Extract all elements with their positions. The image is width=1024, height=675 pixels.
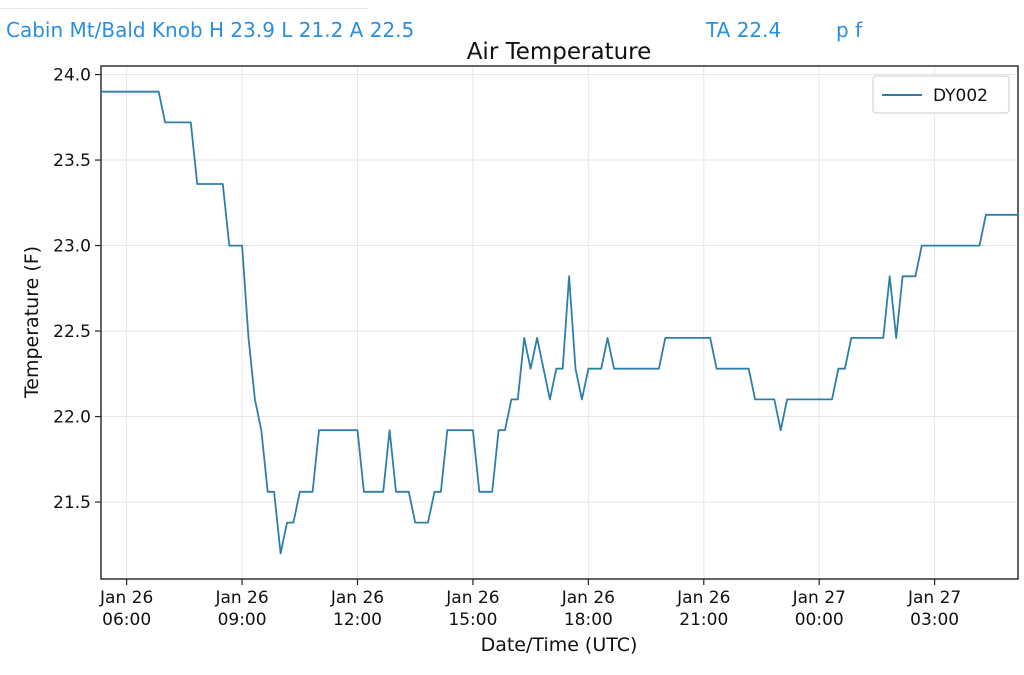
station-summary: Cabin Mt/Bald Knob H 23.9 L 21.2 A 22.5 bbox=[6, 18, 415, 42]
y-axis-title: Temperature (F) bbox=[21, 246, 43, 399]
legend-box bbox=[872, 75, 1010, 114]
x-tick-time: 00:00 bbox=[795, 610, 844, 630]
x-tick-date: Jan 27 bbox=[792, 588, 846, 608]
series-layer bbox=[101, 90, 1018, 555]
x-tick-date: Jan 26 bbox=[676, 588, 730, 608]
x-tick-date: Jan 27 bbox=[907, 588, 961, 608]
x-tick-date: Jan 26 bbox=[561, 588, 615, 608]
x-tick-date: Jan 26 bbox=[99, 588, 153, 608]
units-toggle[interactable]: p f bbox=[836, 18, 863, 42]
y-tick-label: 23.5 bbox=[53, 151, 91, 171]
chart-title: Air Temperature bbox=[467, 39, 652, 65]
x-tick-time: 03:00 bbox=[910, 610, 959, 630]
x-tick-date: Jan 26 bbox=[445, 588, 499, 608]
y-tick-label: 22.5 bbox=[53, 322, 91, 342]
y-tick-label: 22.0 bbox=[53, 408, 91, 428]
x-tick-time: 12:00 bbox=[333, 610, 382, 630]
x-tick-time: 15:00 bbox=[448, 610, 497, 630]
y-tick-label: 24.0 bbox=[53, 66, 91, 86]
x-tick-time: 18:00 bbox=[564, 610, 613, 630]
x-tick-time: 06:00 bbox=[102, 610, 151, 630]
header-divider bbox=[0, 8, 368, 9]
x-tick-date: Jan 26 bbox=[330, 588, 384, 608]
plot-frame bbox=[100, 65, 1019, 580]
y-tick-label: 23.0 bbox=[53, 237, 91, 257]
x-tick-date: Jan 26 bbox=[214, 588, 268, 608]
x-axis-title: Date/Time (UTC) bbox=[481, 634, 638, 656]
ta-readout: TA 22.4 bbox=[706, 18, 782, 42]
series-line-dy002 bbox=[101, 90, 1018, 555]
legend-label-dy002: DY002 bbox=[933, 86, 988, 106]
grid-lines bbox=[101, 66, 1018, 579]
x-tick-time: 21:00 bbox=[679, 610, 728, 630]
x-tick-time: 09:00 bbox=[218, 610, 267, 630]
legend: DY002 bbox=[872, 75, 1010, 114]
y-tick-label: 21.5 bbox=[53, 493, 91, 513]
